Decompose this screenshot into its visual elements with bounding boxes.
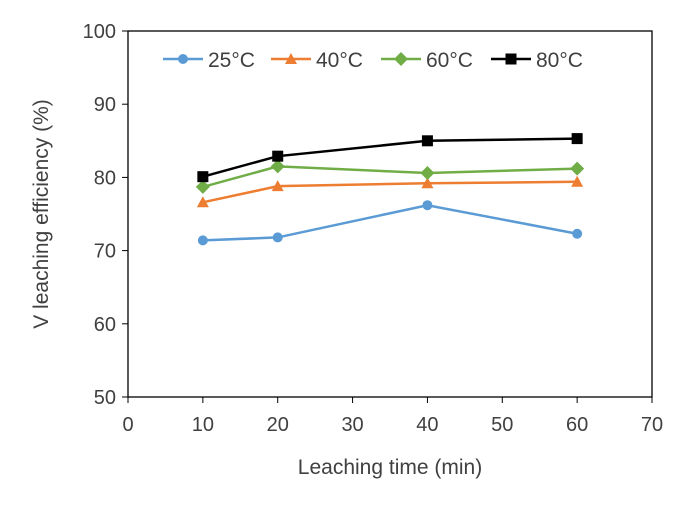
y-tick-label: 90 — [94, 94, 116, 116]
x-tick-label: 20 — [267, 414, 289, 436]
triangle-marker — [421, 177, 434, 189]
legend-label: 25°C — [208, 49, 255, 72]
plot-area — [127, 30, 653, 398]
circle-marker — [178, 54, 188, 64]
legend-item: 80°C — [491, 49, 583, 72]
y-tick-label: 100 — [83, 21, 116, 43]
y-tick-label: 80 — [94, 167, 116, 189]
square-marker — [505, 53, 517, 65]
series-25°C — [197, 200, 583, 246]
diamond-marker — [570, 161, 585, 176]
x-tick-label: 40 — [416, 414, 438, 436]
x-tick-label: 70 — [641, 414, 663, 436]
legend-label: 60°C — [426, 49, 473, 72]
circle-marker — [572, 228, 583, 239]
x-tick-label: 60 — [566, 414, 588, 436]
square-marker — [571, 133, 583, 145]
legend-item: 40°C — [271, 49, 363, 72]
series-line — [202, 203, 578, 242]
x-tick-label: 10 — [192, 414, 214, 436]
diamond-marker — [420, 166, 435, 181]
square-marker — [197, 171, 209, 183]
square-marker — [272, 150, 284, 162]
y-tick-label: 70 — [94, 241, 116, 263]
series-line — [202, 180, 578, 204]
diamond-marker — [270, 159, 285, 174]
x-tick-label: 0 — [122, 414, 133, 436]
triangle-marker — [196, 196, 209, 208]
circle-marker — [272, 232, 283, 243]
legend-label: 80°C — [536, 49, 583, 72]
series-line — [202, 137, 578, 178]
x-tick-label: 30 — [341, 414, 363, 436]
y-axis-label: V leaching efficiency (%) — [30, 99, 53, 329]
triangle-marker — [285, 53, 297, 64]
y-tick-label: 50 — [94, 387, 116, 409]
square-marker — [421, 135, 433, 147]
x-axis-label: Leaching time (min) — [298, 456, 482, 479]
circle-marker — [422, 200, 433, 211]
triangle-marker — [271, 180, 284, 192]
circle-marker — [197, 235, 208, 246]
legend-item: 60°C — [381, 49, 473, 72]
x-tick-label: 50 — [491, 414, 513, 436]
y-tick-label: 60 — [94, 314, 116, 336]
legend-label: 40°C — [316, 49, 363, 72]
diamond-marker — [195, 179, 210, 194]
series-60°C — [195, 159, 585, 194]
triangle-marker — [571, 175, 584, 187]
series-40°C — [196, 175, 584, 208]
legend-item: 25°C — [163, 49, 255, 72]
series-line — [202, 165, 578, 189]
diamond-marker — [394, 52, 408, 66]
series-80°C — [197, 133, 583, 183]
